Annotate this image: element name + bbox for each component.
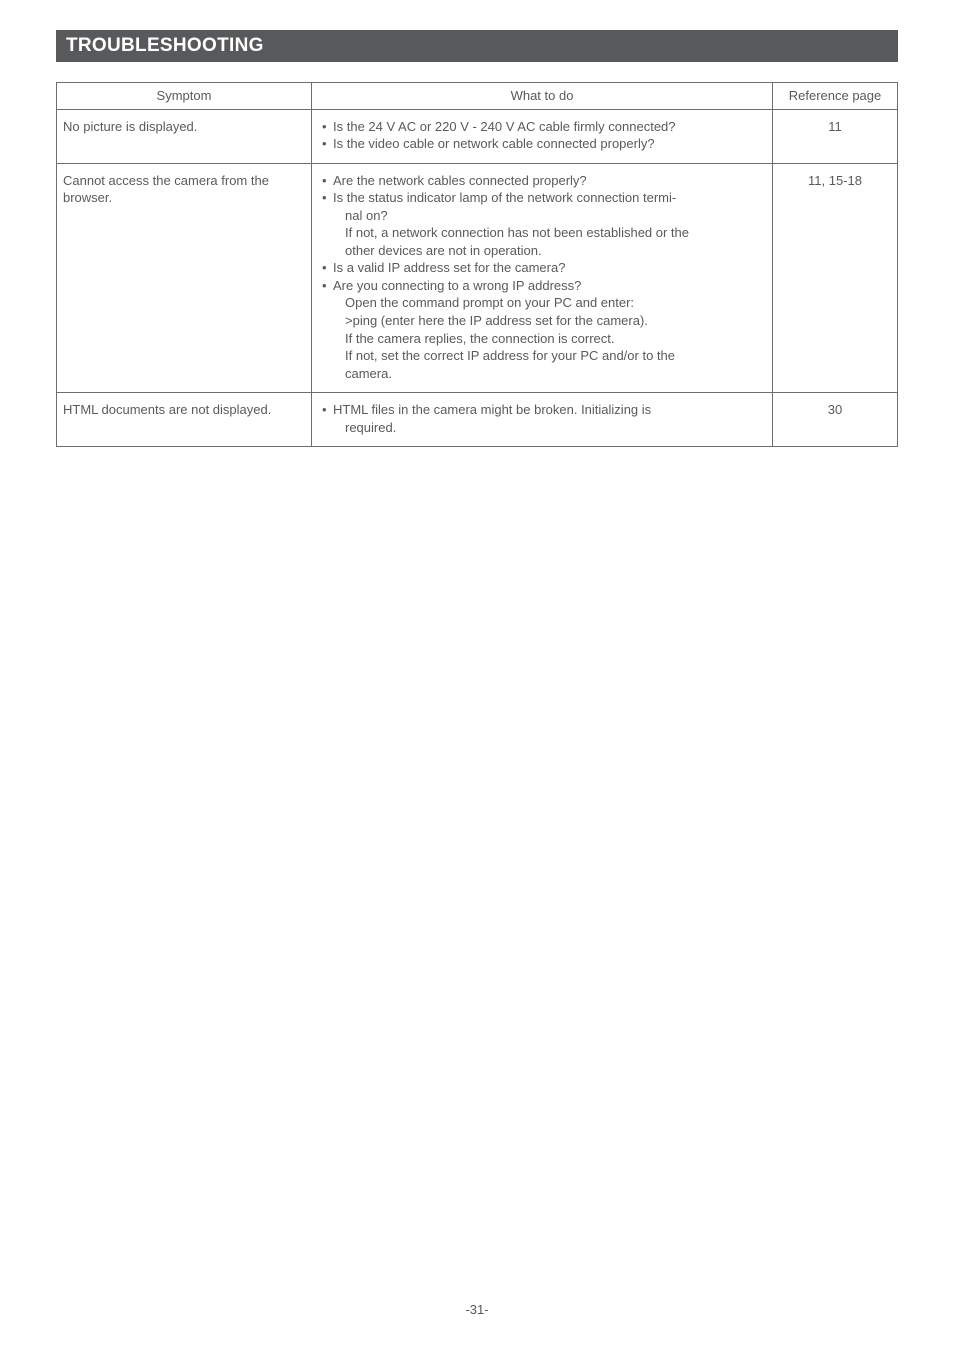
bullet-item: Is a valid IP address set for the camera… xyxy=(322,259,764,277)
what-cell: HTML files in the camera might be broken… xyxy=(312,393,773,447)
ref-cell: 30 xyxy=(773,393,898,447)
col-what-header: What to do xyxy=(312,83,773,110)
table-row: HTML documents are not displayed. HTML f… xyxy=(57,393,898,447)
bullet-item: Is the video cable or network cable conn… xyxy=(322,135,764,153)
bullet-item: Are you connecting to a wrong IP address… xyxy=(322,277,764,382)
bullet-item: Is the status indicator lamp of the netw… xyxy=(322,189,764,259)
bullet-sub: other devices are not in operation. xyxy=(333,242,764,260)
bullet-sub: >ping (enter here the IP address set for… xyxy=(333,312,764,330)
bullet-sub: required. xyxy=(333,419,764,437)
section-header: TROUBLESHOOTING xyxy=(56,30,898,62)
table-header-row: Symptom What to do Reference page xyxy=(57,83,898,110)
col-ref-header: Reference page xyxy=(773,83,898,110)
bullet-item: Is the 24 V AC or 220 V - 240 V AC cable… xyxy=(322,118,764,136)
symptom-cell: HTML documents are not displayed. xyxy=(57,393,312,447)
bullet-sub: camera. xyxy=(333,365,764,383)
section-title: TROUBLESHOOTING xyxy=(66,35,264,56)
bullet-sub: nal on? xyxy=(333,207,764,225)
troubleshooting-table: Symptom What to do Reference page No pic… xyxy=(56,82,898,447)
bullet-sub: Open the command prompt on your PC and e… xyxy=(333,294,764,312)
symptom-cell: Cannot access the camera from the browse… xyxy=(57,163,312,393)
col-symptom-header: Symptom xyxy=(57,83,312,110)
bullet-text: Are you connecting to a wrong IP address… xyxy=(333,278,581,293)
bullet-item: HTML files in the camera might be broken… xyxy=(322,401,764,436)
symptom-cell: No picture is displayed. xyxy=(57,109,312,163)
bullet-sub: If not, a network connection has not bee… xyxy=(333,224,764,242)
ref-cell: 11, 15-18 xyxy=(773,163,898,393)
table-row: Cannot access the camera from the browse… xyxy=(57,163,898,393)
what-cell: Is the 24 V AC or 220 V - 240 V AC cable… xyxy=(312,109,773,163)
bullet-sub: If the camera replies, the connection is… xyxy=(333,330,764,348)
page-number: -31- xyxy=(0,1302,954,1317)
what-cell: Are the network cables connected properl… xyxy=(312,163,773,393)
page: TROUBLESHOOTING Symptom What to do Refer… xyxy=(0,0,954,1349)
bullet-item: Are the network cables connected properl… xyxy=(322,172,764,190)
ref-cell: 11 xyxy=(773,109,898,163)
bullet-sub: If not, set the correct IP address for y… xyxy=(333,347,764,365)
table-row: No picture is displayed. Is the 24 V AC … xyxy=(57,109,898,163)
bullet-text: Is the status indicator lamp of the netw… xyxy=(333,190,676,205)
bullet-text: HTML files in the camera might be broken… xyxy=(333,402,651,417)
